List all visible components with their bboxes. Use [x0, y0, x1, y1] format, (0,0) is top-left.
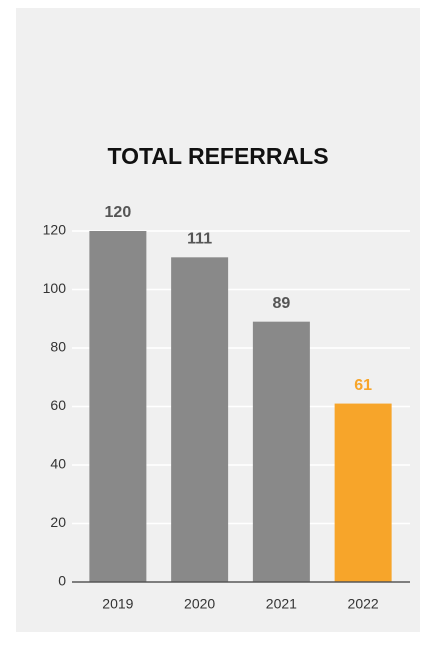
y-tick-label: 40 — [50, 456, 66, 472]
value-label: 120 — [105, 204, 132, 221]
bar — [171, 257, 229, 582]
y-tick-label: 60 — [50, 397, 66, 413]
bar — [252, 321, 310, 582]
value-label: 111 — [187, 231, 212, 248]
chart-title: TOTAL REFERRALS — [107, 143, 328, 169]
y-tick-label: 0 — [58, 573, 66, 589]
x-tick-label: 2019 — [102, 596, 133, 612]
x-tick-label: 2021 — [266, 596, 297, 612]
x-tick-label: 2020 — [184, 596, 215, 612]
value-label: 89 — [272, 295, 290, 312]
y-tick-label: 100 — [43, 280, 67, 296]
x-tick-label: 2022 — [348, 596, 379, 612]
y-tick-label: 120 — [43, 222, 67, 238]
y-tick-label: 80 — [50, 339, 66, 355]
value-label: 61 — [354, 377, 372, 394]
y-tick-label: 20 — [50, 514, 66, 530]
bar — [334, 403, 392, 582]
bar — [89, 231, 147, 582]
